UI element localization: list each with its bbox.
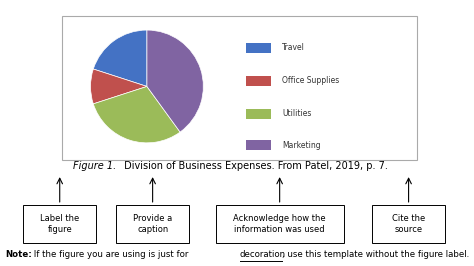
- Text: , use this template without the figure label.: , use this template without the figure l…: [282, 250, 469, 259]
- Text: Travel: Travel: [282, 43, 305, 52]
- Wedge shape: [91, 69, 147, 104]
- Text: Division of Business Expenses. From Patel, 2019, p. 7.: Division of Business Expenses. From Pate…: [121, 161, 388, 171]
- FancyBboxPatch shape: [62, 16, 417, 160]
- Text: Office Supplies: Office Supplies: [282, 76, 339, 85]
- FancyBboxPatch shape: [23, 205, 97, 243]
- FancyBboxPatch shape: [216, 205, 344, 243]
- Text: Utilities: Utilities: [282, 109, 311, 118]
- Text: Figure 1.: Figure 1.: [73, 161, 117, 171]
- Wedge shape: [93, 30, 147, 86]
- Text: Label the
figure: Label the figure: [40, 214, 79, 234]
- Text: If the figure you are using is just for: If the figure you are using is just for: [31, 250, 191, 259]
- Text: Cite the
source: Cite the source: [392, 214, 425, 234]
- Wedge shape: [93, 86, 180, 143]
- Bar: [246, 76, 272, 86]
- Text: Marketing: Marketing: [282, 141, 320, 150]
- Text: Provide a
caption: Provide a caption: [133, 214, 172, 234]
- Bar: [246, 140, 272, 150]
- Text: Note:: Note:: [6, 250, 32, 259]
- Text: decoration: decoration: [240, 250, 286, 259]
- FancyBboxPatch shape: [372, 205, 445, 243]
- Bar: [246, 109, 272, 119]
- Text: Acknowledge how the
information was used: Acknowledge how the information was used: [233, 214, 326, 234]
- FancyBboxPatch shape: [116, 205, 189, 243]
- Bar: [246, 43, 272, 53]
- Wedge shape: [147, 30, 203, 132]
